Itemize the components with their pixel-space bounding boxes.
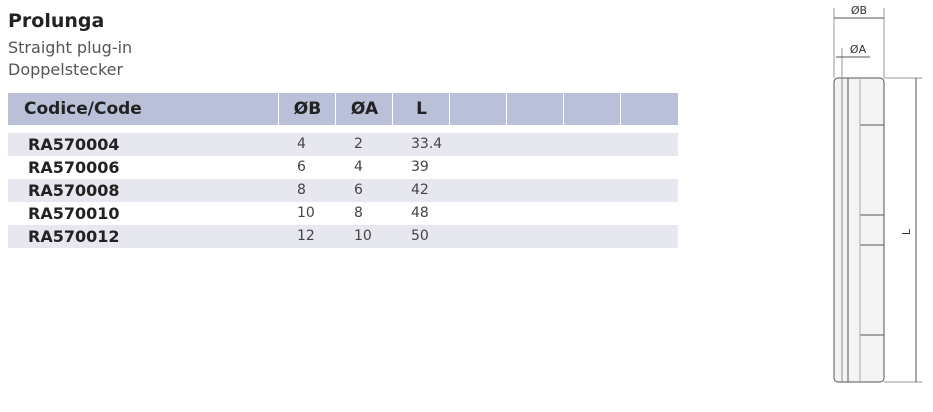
column-header [563, 93, 621, 125]
cell: 2 [354, 136, 363, 152]
dimension-label: L [900, 228, 913, 235]
product-code: RA570008 [28, 181, 120, 200]
cell: 4 [354, 159, 363, 175]
column-header: ØA [335, 93, 393, 125]
table-row: RA570012 12 10 50 [8, 225, 678, 248]
cell: 39 [411, 159, 429, 175]
plug-body [833, 77, 885, 383]
diagram: ØB ØA L [833, 4, 922, 383]
table-row: RA570008 8 6 42 [8, 179, 678, 202]
column-header [506, 93, 564, 125]
subtitle: Straight plug-in [8, 38, 133, 57]
column-header: ØB [278, 93, 336, 125]
cell: 6 [354, 182, 363, 198]
cell: 33.4 [411, 136, 443, 152]
cell: 8 [354, 205, 363, 221]
product-code: RA570004 [28, 135, 120, 154]
subtitle: Doppelstecker [8, 60, 124, 79]
product-code: RA570006 [28, 158, 120, 177]
table-header: Codice/Code ØB ØA L [8, 93, 678, 125]
table-row: RA570004 4 2 33.4 [8, 133, 678, 156]
cell: 12 [297, 228, 315, 244]
dimension-label: ØB [851, 4, 867, 17]
column-header: Codice/Code [24, 99, 142, 119]
product-code: RA570012 [28, 227, 120, 246]
product-code: RA570010 [28, 204, 120, 223]
cell: 6 [297, 159, 306, 175]
cell: 42 [411, 182, 429, 198]
column-header: L [392, 93, 450, 125]
table-row: RA570006 6 4 39 [8, 156, 678, 179]
column-header [620, 93, 679, 125]
title: Prolunga [8, 10, 105, 32]
cell: 8 [297, 182, 306, 198]
cell: 4 [297, 136, 306, 152]
column-header [449, 93, 507, 125]
table-row: RA570010 10 8 48 [8, 202, 678, 225]
cell: 10 [354, 228, 372, 244]
cell: 50 [411, 228, 429, 244]
cell: 48 [411, 205, 429, 221]
cell: 10 [297, 205, 315, 221]
dimension-label: ØA [850, 43, 867, 56]
